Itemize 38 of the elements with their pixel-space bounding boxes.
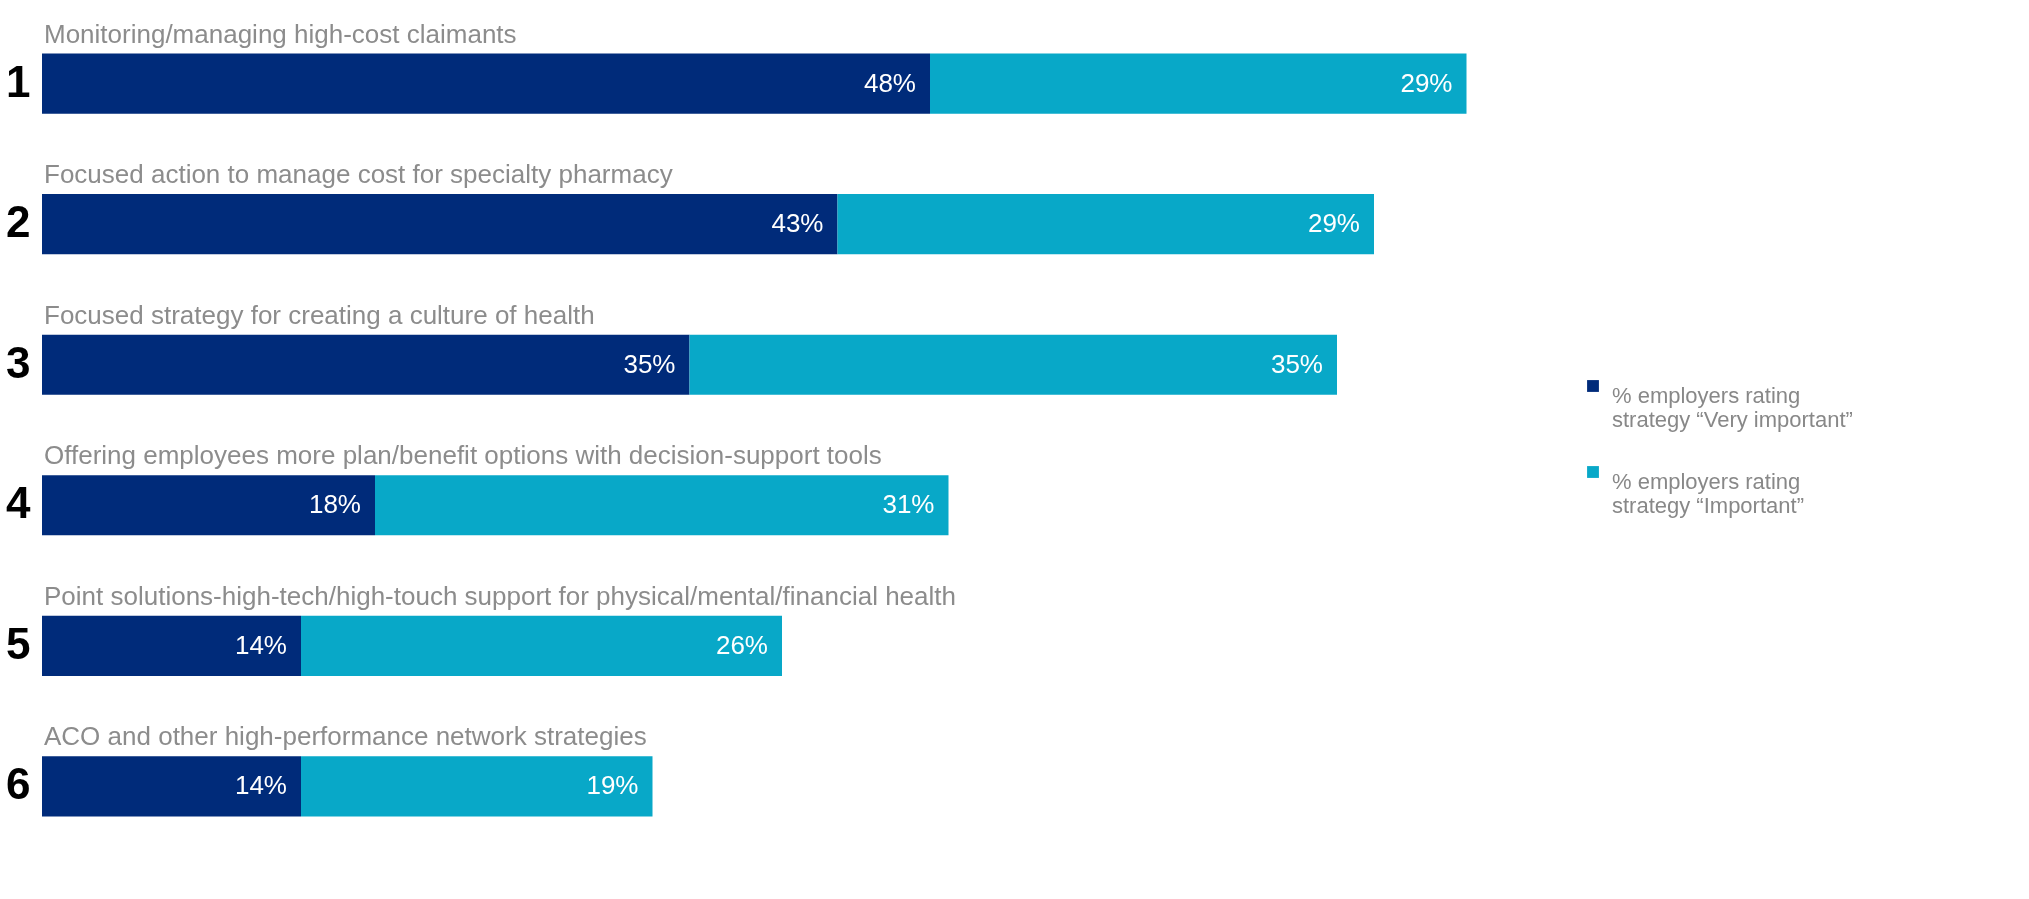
bar: [689, 334, 1337, 395]
bar: [375, 475, 949, 536]
bar: [42, 194, 838, 255]
y-tick-label: 1: [6, 56, 31, 106]
data-label: 29%: [1307, 208, 1360, 239]
y-tick-label: 4: [6, 478, 32, 528]
data-label: 14%: [234, 629, 287, 660]
y-tick-label: 3: [6, 337, 31, 387]
data-label: 43%: [771, 208, 824, 239]
bar: [930, 53, 1467, 114]
annotation: Focused action to manage cost for specialty pharmacy: [44, 159, 673, 190]
data-label: 31%: [882, 489, 935, 520]
y-tick-label: 2: [6, 197, 31, 247]
annotation: Focused strategy for creating a culture of health: [44, 299, 595, 330]
data-label: 26%: [715, 629, 768, 660]
annotation: Point solutions-high-tech/high-touch support for physical/mental/financial health: [44, 580, 956, 611]
bar: [42, 334, 690, 395]
data-label: 29%: [1400, 67, 1453, 98]
data-label: 35%: [623, 348, 676, 379]
data-label: 35%: [1270, 348, 1323, 379]
data-label: 14%: [234, 770, 287, 801]
annotation: Offering employees more plan/benefit options with decision-support tools: [44, 440, 882, 471]
bar: [42, 475, 375, 536]
legend-label: % employers rating strategy “Important”: [1612, 469, 1804, 518]
annotation: ACO and other high-performance network strategies: [44, 721, 647, 752]
annotation: Monitoring/managing high-cost claimants: [44, 18, 517, 49]
data-label: 48%: [863, 67, 916, 98]
bar: [301, 756, 653, 817]
y-tick-label: 6: [6, 759, 31, 809]
data-label: 19%: [586, 770, 639, 801]
bar: [42, 615, 301, 676]
bar: [42, 53, 930, 114]
bar: [301, 615, 782, 676]
bar: [837, 194, 1374, 255]
bar: [42, 756, 301, 817]
legend-label: % employers rating strategy “Very important”: [1612, 383, 1853, 432]
y-tick-label: 5: [6, 618, 31, 668]
data-label: 18%: [308, 489, 361, 520]
